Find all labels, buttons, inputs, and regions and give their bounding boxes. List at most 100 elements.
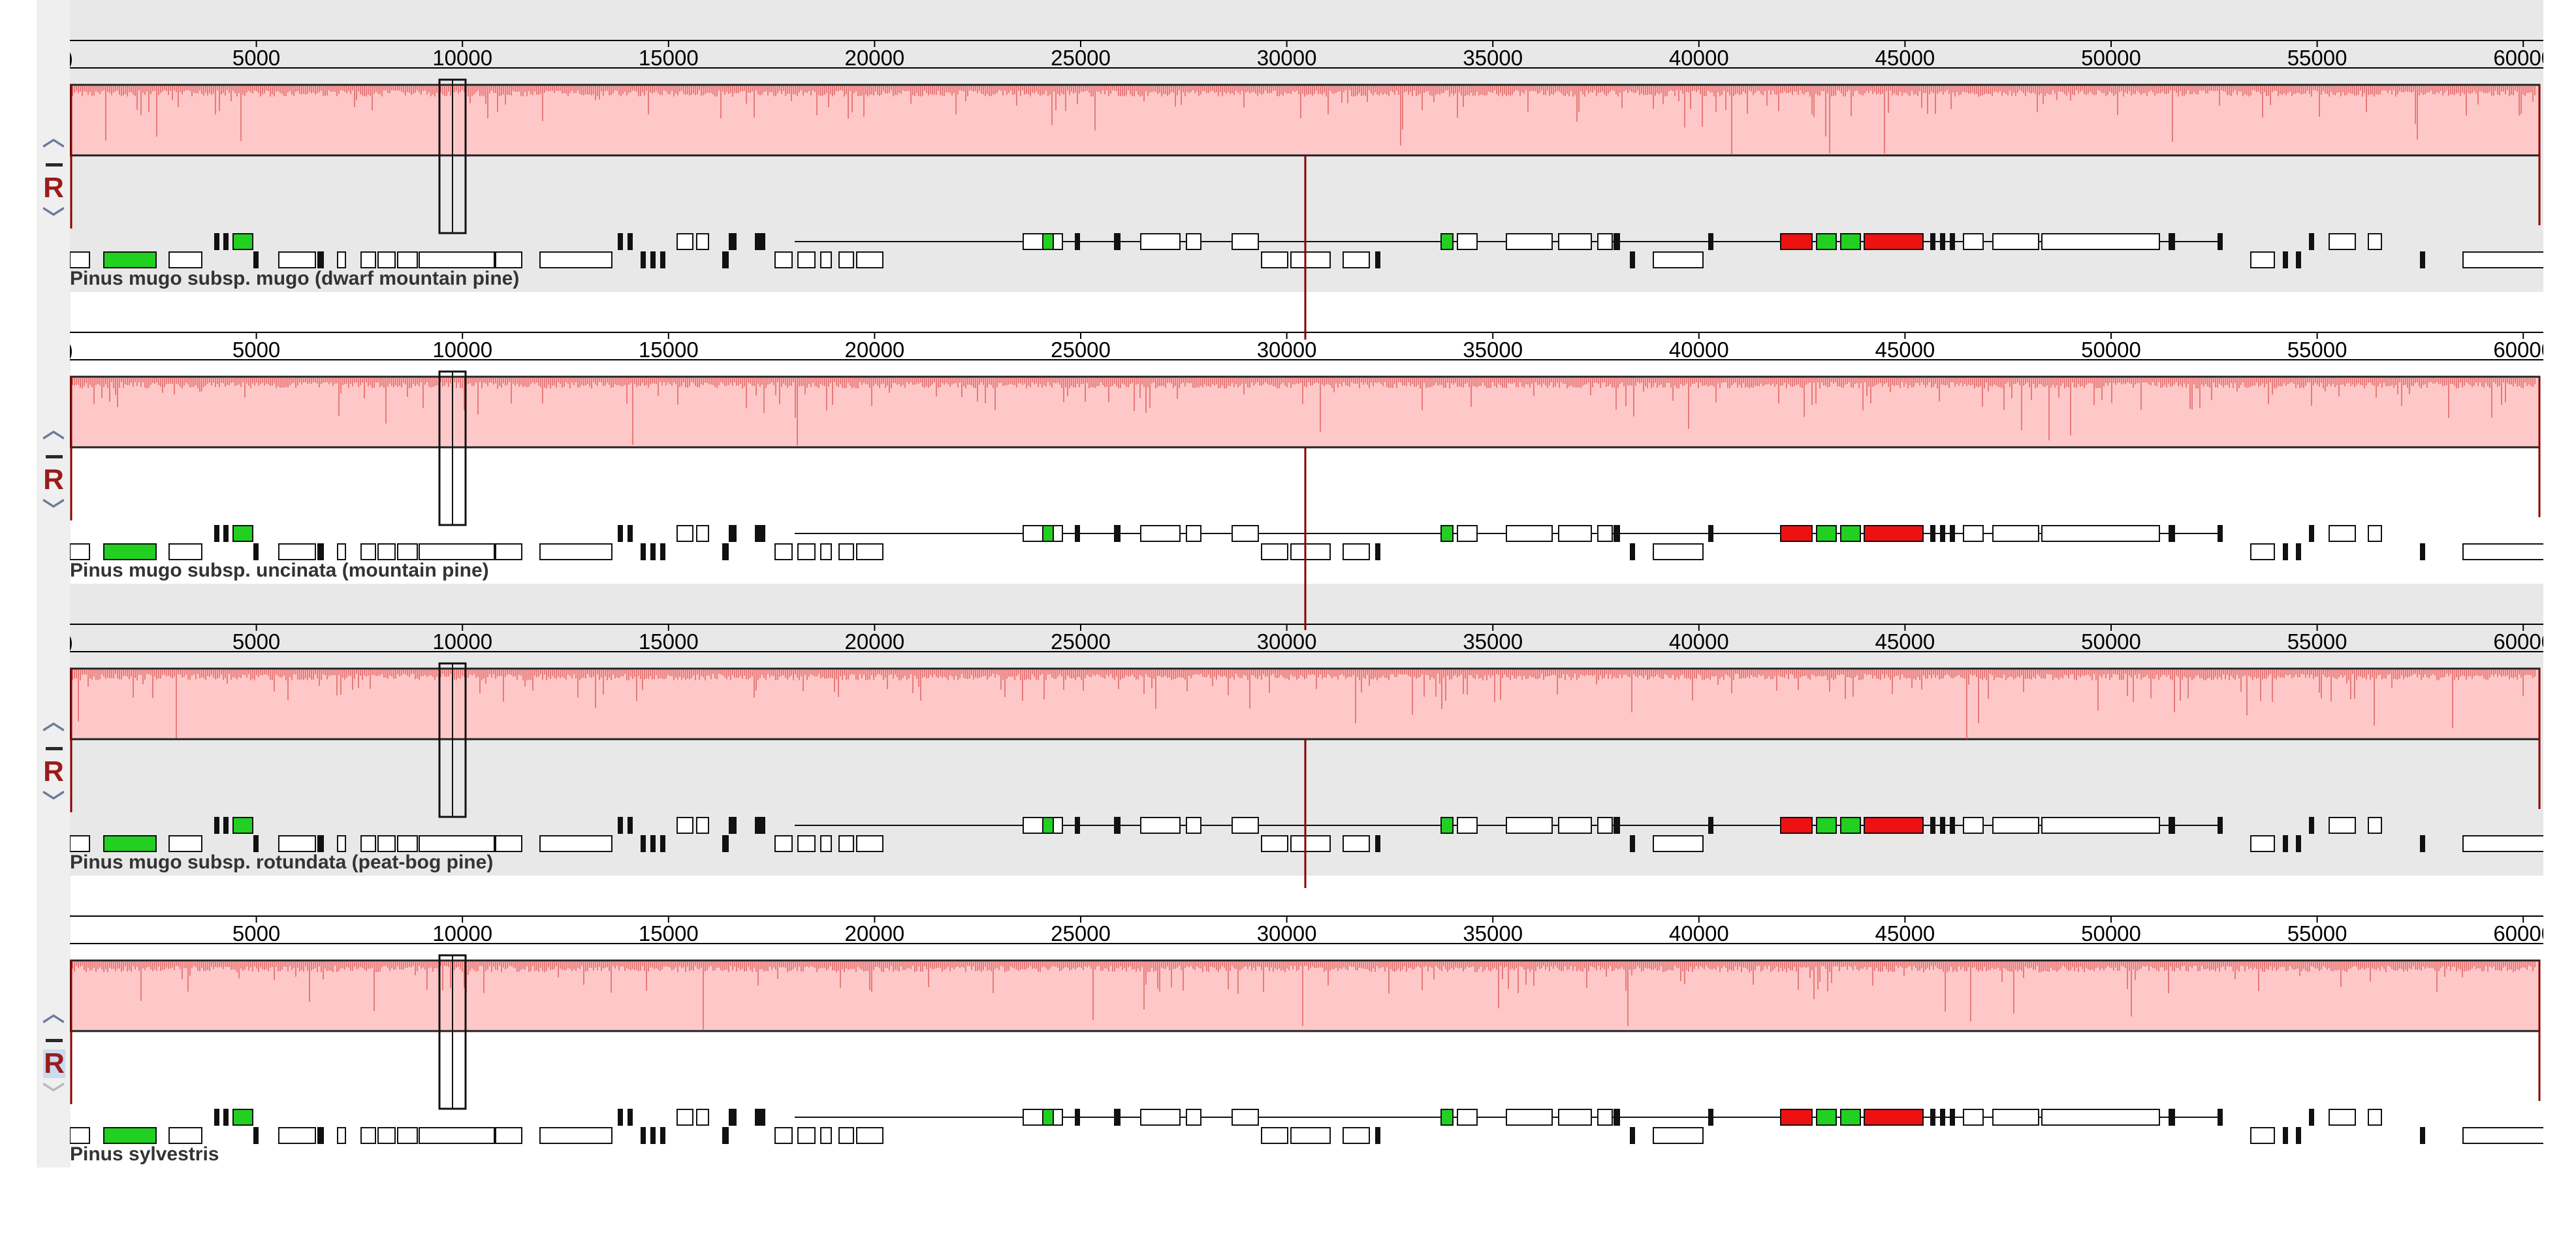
- ruler-tick-label: 55000: [2287, 921, 2347, 946]
- gene-feature: [1558, 1109, 1592, 1126]
- ruler-tick-label: 45000: [1875, 46, 1935, 70]
- genome-name: Pinus mugo subsp. rotundata (peat-bog pi…: [70, 851, 494, 873]
- gene-feature: [2041, 1109, 2160, 1126]
- chevron-down-icon[interactable]: ﹀: [42, 206, 65, 231]
- ruler-tick-label: 5000: [232, 629, 280, 654]
- gene-feature: [856, 1127, 883, 1144]
- gene-feature: [1992, 233, 2039, 250]
- gene-feature: [676, 817, 693, 834]
- gene-feature: [2329, 1109, 2356, 1126]
- gene-feature: [628, 1109, 633, 1126]
- gene-feature: [1840, 233, 1861, 250]
- gene-feature: [1653, 1127, 1704, 1144]
- reverse-button[interactable]: R: [43, 464, 64, 496]
- reverse-button[interactable]: R: [43, 172, 64, 204]
- gene-feature: [2041, 817, 2160, 834]
- gene-feature: [1506, 525, 1553, 542]
- gene-feature: [2329, 817, 2356, 834]
- minus-icon[interactable]: [46, 747, 63, 750]
- ruler-tick-label: 40000: [1669, 921, 1729, 946]
- gene-feature: [1708, 233, 1713, 250]
- gene-feature: [1950, 233, 1955, 250]
- ruler-tick-label: 15000: [639, 46, 699, 70]
- gene-feature: [641, 1127, 646, 1144]
- gene-feature: [539, 1127, 612, 1144]
- reverse-button[interactable]: R: [43, 1047, 65, 1079]
- genome-panel-3: ︿ R ﹀ ) 5000 10000 15000 20000 25000 30000 3500…: [0, 584, 2576, 876]
- gene-feature: [641, 251, 646, 268]
- gene-feature: [1343, 835, 1370, 852]
- ruler-tick-label: 40000: [1669, 46, 1729, 70]
- gene-feature: [223, 233, 229, 250]
- ruler-tick-label: 50000: [2081, 46, 2141, 70]
- gene-feature: [856, 251, 883, 268]
- gene-feature: [1440, 233, 1454, 250]
- minus-icon[interactable]: [46, 1039, 63, 1042]
- genome-name: Pinus mugo subsp. uncinata (mountain pin…: [70, 560, 489, 581]
- gene-feature: [628, 525, 633, 542]
- gene-feature: [360, 1127, 376, 1144]
- gene-feature: [1630, 835, 1635, 852]
- gene-feature: [495, 251, 522, 268]
- gene-feature: [2462, 835, 2543, 852]
- minus-icon[interactable]: [46, 455, 63, 458]
- gene-feature: [317, 251, 324, 268]
- minus-icon[interactable]: [46, 163, 63, 167]
- ruler-tick-label: 40000: [1669, 629, 1729, 654]
- gene-feature: [838, 251, 854, 268]
- gene-feature: [774, 1127, 793, 1144]
- gene-feature: [2296, 251, 2301, 268]
- gene-feature: [1290, 543, 1331, 560]
- chevron-up-icon[interactable]: ︿: [42, 126, 65, 151]
- gene-feature: [2169, 525, 2175, 542]
- reverse-button[interactable]: R: [43, 755, 64, 787]
- gene-feature: [755, 233, 765, 250]
- gene-feature: [2368, 233, 2382, 250]
- gene-feature: [2169, 817, 2175, 834]
- panel-graphics: ) 5000 10000 15000 20000 25000 30000 35000 40000…: [70, 624, 2543, 852]
- gene-feature: [103, 1127, 157, 1144]
- gene-feature: [2329, 233, 2356, 250]
- gene-feature: [214, 1109, 219, 1126]
- chevron-up-icon[interactable]: ︿: [42, 418, 65, 443]
- gene-feature: [1940, 233, 1945, 250]
- chevron-up-icon[interactable]: ︿: [42, 1002, 65, 1026]
- chevron-down-icon[interactable]: ﹀: [42, 498, 65, 523]
- gene-feature: [2218, 233, 2223, 250]
- gene-feature: [223, 817, 229, 834]
- chevron-down-icon[interactable]: ﹀: [42, 790, 65, 815]
- gene-feature: [1963, 817, 1984, 834]
- gene-feature: [774, 251, 793, 268]
- gene-feature: [70, 1127, 90, 1144]
- gene-feature: [660, 543, 665, 560]
- gene-feature: [495, 543, 522, 560]
- gene-feature: [641, 543, 646, 560]
- gene-feature: [2462, 1127, 2543, 1144]
- ruler-tick-label: 30000: [1257, 46, 1317, 70]
- gene-feature: [1075, 817, 1080, 834]
- panel-graphics: ) 5000 10000 15000 20000 25000 30000 35000 40000…: [70, 332, 2543, 560]
- gene-feature: [1558, 525, 1592, 542]
- gene-feature: [1992, 525, 2039, 542]
- gene-feature: [1992, 1109, 2039, 1126]
- gene-feature: [1506, 817, 1553, 834]
- gene-feature: [495, 835, 522, 852]
- gene-feature: [2420, 835, 2425, 852]
- gene-feature: [1816, 1109, 1837, 1126]
- gene-feature: [1940, 817, 1945, 834]
- gene-feature: [214, 233, 219, 250]
- gene-feature: [618, 1109, 623, 1126]
- gene-feature: [618, 525, 623, 542]
- gene-feature: [1042, 525, 1054, 542]
- ruler-tick-label: 30000: [1257, 921, 1317, 946]
- gene-feature: [232, 817, 253, 834]
- gene-feature: [820, 543, 832, 560]
- genome-name: Pinus sylvestris: [70, 1143, 219, 1165]
- chevron-up-icon[interactable]: ︿: [42, 710, 65, 735]
- chevron-down-icon[interactable]: ﹀: [42, 1082, 65, 1107]
- gene-feature: [377, 543, 396, 560]
- gene-feature: [377, 1127, 396, 1144]
- gene-feature: [722, 543, 729, 560]
- gene-feature: [1506, 1109, 1553, 1126]
- gene-feature: [2041, 233, 2160, 250]
